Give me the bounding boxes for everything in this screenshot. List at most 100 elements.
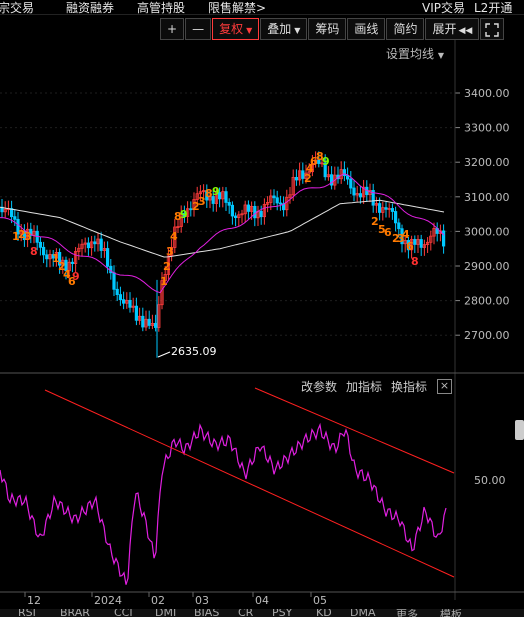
chip-button[interactable]: 筹码 bbox=[308, 18, 347, 40]
expand-label: 展开 bbox=[432, 22, 457, 36]
tab-bias[interactable]: BIAS bbox=[194, 609, 220, 617]
candle-body bbox=[432, 228, 436, 237]
candle-body bbox=[355, 193, 359, 196]
tab-cr[interactable]: CR bbox=[238, 609, 254, 617]
candle-body bbox=[38, 241, 43, 248]
candle-body bbox=[54, 251, 59, 259]
close-icon[interactable]: × bbox=[437, 379, 452, 394]
side-panel-handle[interactable] bbox=[515, 420, 524, 440]
candle-body bbox=[166, 255, 170, 275]
candle-body bbox=[106, 248, 110, 267]
zoom-in-button[interactable]: + bbox=[160, 18, 185, 40]
menu-item-lockup[interactable]: 限售解禁> bbox=[208, 1, 267, 15]
candle-body bbox=[393, 211, 398, 224]
td-mark: 2 bbox=[192, 200, 200, 213]
candle-body bbox=[384, 207, 388, 210]
candle-body bbox=[438, 230, 443, 234]
td-mark: 3 bbox=[166, 245, 174, 258]
td-mark: 4 bbox=[402, 228, 410, 241]
indicator-tool-add[interactable]: 加指标 bbox=[346, 380, 383, 394]
candle-body bbox=[115, 288, 119, 295]
indicator-line bbox=[0, 422, 447, 585]
zoom-out-button[interactable]: — bbox=[185, 18, 212, 40]
menu-item-margin[interactable]: 融资融券 bbox=[66, 1, 115, 15]
candle-body bbox=[6, 208, 10, 210]
td-mark: 9 bbox=[322, 155, 330, 168]
td-mark: 4 bbox=[63, 268, 71, 281]
draw-line-button[interactable]: 画线 bbox=[347, 18, 386, 40]
price-tick-label: 3100.00 bbox=[464, 191, 510, 204]
candle-body bbox=[413, 239, 417, 245]
candle-body bbox=[134, 305, 138, 321]
td-mark: 3 bbox=[397, 232, 405, 245]
candle-body bbox=[192, 199, 196, 210]
candle-body bbox=[233, 215, 238, 219]
tab-dma[interactable]: DMA bbox=[350, 609, 376, 617]
menu-item-exec-holding[interactable]: 高管持股 bbox=[137, 1, 186, 15]
low-price-marker: 2635.09 bbox=[157, 345, 217, 358]
top-menu: 大宗交易 融资融券 高管持股 限售解禁> VIP交易 L2开通 bbox=[0, 0, 524, 15]
candle-body bbox=[9, 208, 14, 218]
menu-item-vip[interactable]: VIP交易 bbox=[422, 1, 465, 15]
chart-toolbar: + — 复权 ▼ 叠加 ▼ 筹码 画线 简约 展开 ◀◀ bbox=[160, 18, 505, 40]
tab-kd[interactable]: KD bbox=[316, 609, 332, 617]
candle-body bbox=[365, 186, 369, 196]
candle-body bbox=[16, 218, 20, 235]
indicator-tool-switch[interactable]: 换指标 bbox=[391, 380, 428, 394]
candle-body bbox=[435, 228, 439, 234]
ma-setting-dropdown[interactable]: 设置均线 ▼ bbox=[386, 45, 444, 62]
candle-body bbox=[58, 251, 62, 266]
td-mark: 8 bbox=[174, 210, 182, 223]
td-mark: 6 bbox=[68, 275, 76, 288]
price-tick-label: 2800.00 bbox=[464, 295, 510, 308]
candle-body bbox=[182, 212, 186, 217]
chevron-down-icon: ▼ bbox=[437, 51, 444, 60]
candle-body bbox=[342, 169, 347, 177]
low-price-label: 2635.09 bbox=[171, 345, 217, 358]
candle-body bbox=[269, 195, 273, 203]
candle-body bbox=[368, 190, 372, 196]
price-tick-label: 3000.00 bbox=[464, 225, 510, 238]
menu-item-block-trade[interactable]: 大宗交易 bbox=[0, 1, 35, 15]
candle-body bbox=[179, 212, 183, 227]
tab-cci[interactable]: CCI bbox=[114, 609, 133, 617]
simple-button[interactable]: 简约 bbox=[386, 18, 425, 40]
tab-template[interactable]: 模板 bbox=[440, 609, 462, 617]
candle-body bbox=[403, 240, 407, 245]
menu-item-l2[interactable]: L2开通 bbox=[474, 1, 513, 15]
tab-rsi[interactable]: RSI bbox=[18, 609, 36, 617]
tab-more[interactable]: 更多 bbox=[396, 609, 418, 617]
tab-psy[interactable]: PSY bbox=[272, 609, 293, 617]
candle-body bbox=[230, 204, 234, 217]
candle-body bbox=[112, 272, 116, 290]
tab-dmi[interactable]: DMI bbox=[155, 609, 177, 617]
indicator-tool-params[interactable]: 改参数 bbox=[301, 380, 338, 394]
ma-white-line bbox=[0, 199, 445, 258]
td-mark: 2 bbox=[58, 260, 66, 273]
td-mark: 6 bbox=[384, 226, 392, 239]
price-axis: 3400.00 3300.00 3200.00 3100.00 3000.00 2900.… bbox=[454, 40, 510, 600]
expand-button[interactable]: 展开 ◀◀ bbox=[425, 18, 480, 40]
fullscreen-button[interactable] bbox=[480, 18, 505, 40]
candle-body bbox=[32, 230, 36, 236]
candlestick-series bbox=[0, 151, 446, 358]
td-mark: 8 bbox=[30, 245, 38, 258]
td-mark: 4 bbox=[170, 230, 178, 243]
overlay-dropdown[interactable]: 叠加 ▼ bbox=[260, 18, 308, 40]
candle-body bbox=[176, 226, 180, 228]
ma-magenta-line bbox=[0, 173, 445, 294]
price-tick-label: 3300.00 bbox=[464, 122, 510, 135]
indicator-tabs: RSI BRAR CCI DMI BIAS CR PSY KD DMA 更多 模… bbox=[0, 609, 524, 617]
tab-brar[interactable]: BRAR bbox=[60, 609, 90, 617]
price-tick-label: 2900.00 bbox=[464, 260, 510, 273]
candle-body bbox=[74, 251, 78, 264]
candle-body bbox=[29, 228, 33, 236]
candle-body bbox=[371, 190, 375, 206]
channel-line-upper bbox=[254, 387, 455, 474]
td-mark: 8 bbox=[205, 187, 213, 200]
fuquan-dropdown[interactable]: 复权 ▼ bbox=[212, 18, 260, 40]
td-mark: 1 bbox=[12, 230, 20, 243]
date-tick-label: 04 bbox=[255, 594, 269, 607]
